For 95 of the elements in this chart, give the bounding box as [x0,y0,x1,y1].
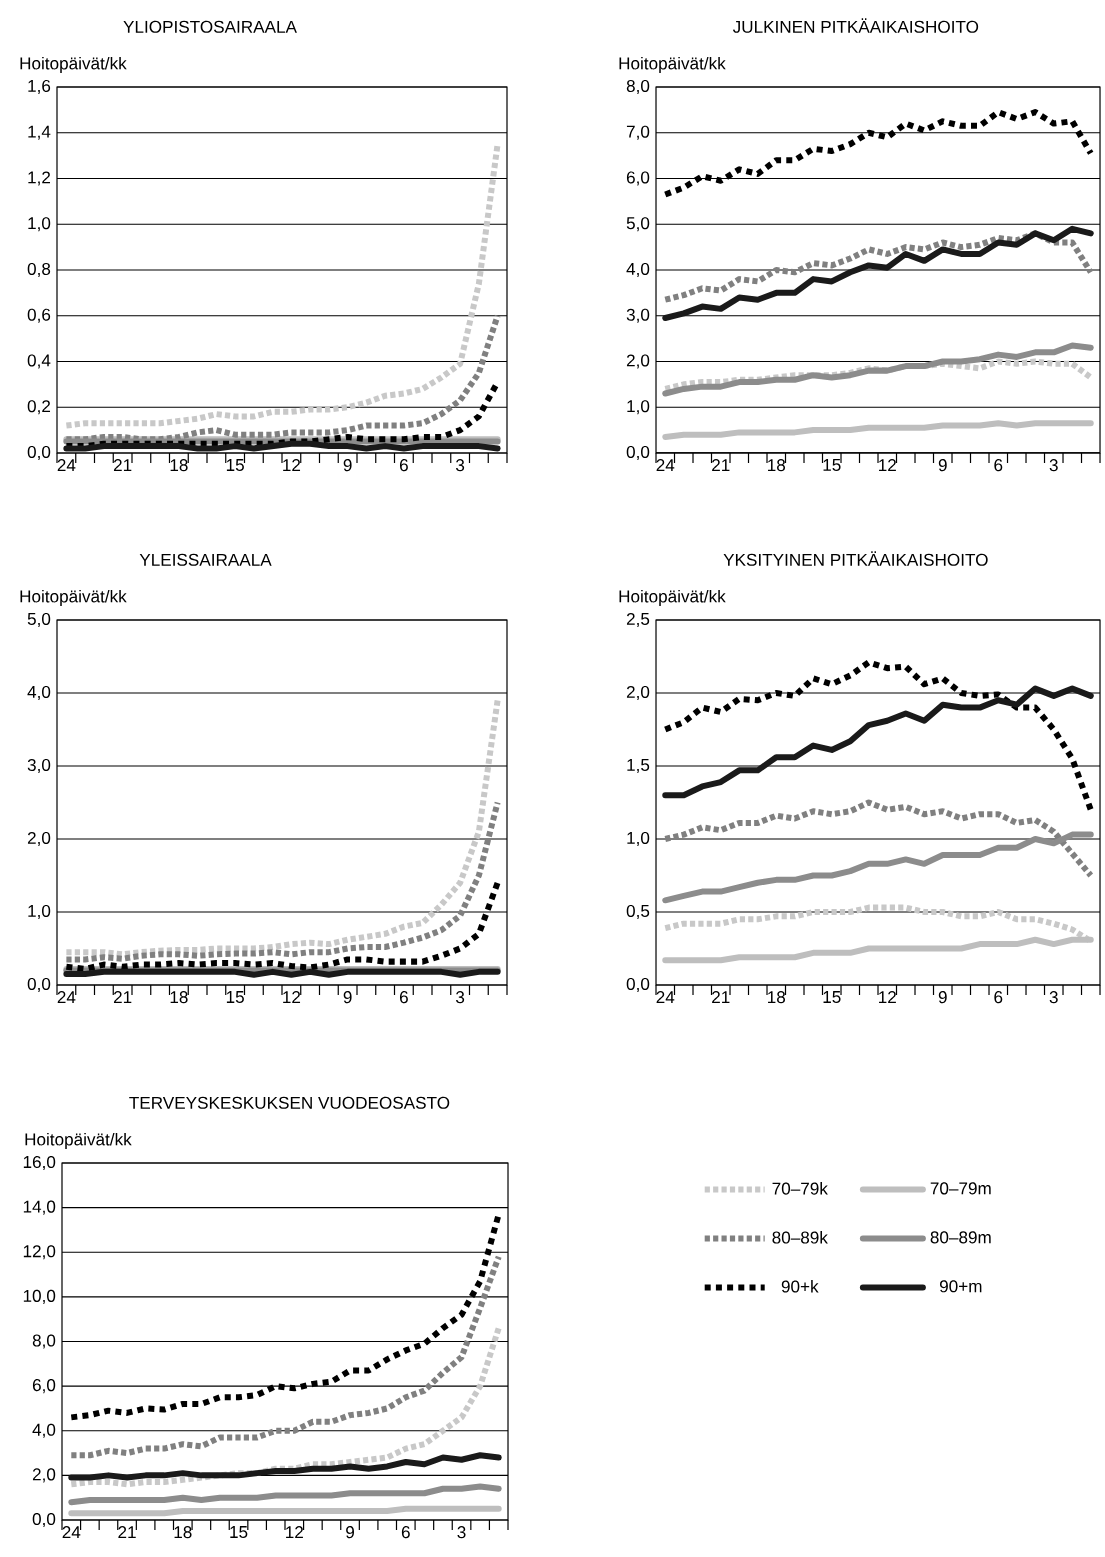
legend-label: 80–89m [930,1231,991,1244]
x-tick-label: 9 [346,1526,354,1539]
y-tick-label: 1,0 [28,904,51,920]
y-axis-title: Hoitopäivät/kk [619,56,726,73]
x-tick-label: 6 [399,459,408,472]
x-tick-label: 24 [62,1526,81,1539]
y-tick-label: 5,0 [626,217,650,232]
x-tick-label: 9 [938,459,947,472]
y-tick-label: 7,0 [626,125,650,140]
x-tick-label: 12 [879,991,896,1004]
y-axis-title: Hoitopäivät/kk [20,589,127,606]
chart-title: TERVEYSKESKUKSEN VUODEOSASTO [129,1096,450,1109]
x-tick-label: 6 [399,991,408,1004]
y-tick-label: 5,0 [27,612,51,628]
y-tick-label: 6,0 [32,1379,56,1394]
x-tick-label: 12 [879,459,896,472]
y-tick-label: 14,0 [23,1200,56,1215]
y-tick-label: 0,6 [27,308,51,323]
y-tick-label: 3,0 [27,758,51,774]
chart-title: YLEISSAIRAALA [139,553,272,566]
x-tick-label: 12 [283,991,301,1004]
x-tick-label: 18 [174,1526,192,1539]
y-tick-label: 3,0 [626,308,650,323]
x-tick-label: 6 [994,991,1003,1004]
x-tick-label: 18 [768,991,786,1004]
x-tick-label: 15 [226,459,244,472]
legend-label: 80–89k [772,1231,828,1244]
y-tick-label: 12,0 [23,1245,56,1260]
x-tick-label: 15 [230,1526,248,1539]
y-tick-label: 1,6 [28,79,51,95]
chart-title: YLIOPISTOSAIRAALA [123,20,297,33]
y-axis-title: Hoitopäivät/kk [619,589,726,606]
x-tick-label: 21 [113,459,132,472]
x-tick-label: 3 [1049,459,1058,472]
x-tick-label: 21 [712,459,730,472]
legend-label: 70–79k [772,1182,828,1195]
chart-title: YKSITYINEN PITKÄAIKAISHOITO [723,551,988,566]
legend-label: 70–79m [930,1182,991,1195]
y-tick-label: 8,0 [626,79,650,95]
y-tick-label: 6,0 [626,171,650,186]
x-tick-label: 24 [656,991,675,1004]
y-tick-label: 1,5 [627,759,650,773]
y-tick-label: 2,0 [626,354,650,369]
y-tick-label: 1,4 [28,125,51,140]
y-tick-label: 1,0 [627,400,650,415]
y-tick-label: 16,0 [23,1155,56,1171]
y-axis-title: Hoitopäivät/kk [25,1132,132,1149]
x-tick-label: 24 [57,991,76,1004]
y-tick-label: 0,4 [27,354,51,369]
x-tick-label: 15 [823,991,841,1004]
y-tick-label: 1,0 [28,217,51,232]
x-tick-label: 6 [401,1526,410,1539]
y-tick-label: 0,8 [27,262,51,278]
y-tick-label: 0,0 [27,977,51,993]
y-tick-label: 0,5 [626,904,650,920]
y-tick-label: 1,2 [28,171,51,186]
y-tick-label: 0,2 [27,400,51,415]
x-tick-label: 3 [457,1526,466,1539]
y-tick-label: 2,0 [27,831,51,847]
chart-title: JULKINEN PITKÄAIKAISHOITO [732,18,979,33]
x-tick-label: 12 [283,459,301,472]
y-tick-label: 1,0 [627,831,650,847]
x-tick-label: 18 [170,459,188,472]
y-axis-title: Hoitopäivät/kk [20,56,127,73]
y-tick-label: 2,5 [626,612,650,628]
x-tick-label: 24 [656,459,675,472]
y-tick-label: 0,0 [32,1512,56,1528]
y-tick-label: 10,0 [23,1289,56,1304]
legend-label: 90+m [939,1280,982,1293]
x-tick-label: 21 [118,1526,136,1539]
x-tick-label: 15 [823,459,841,472]
x-tick-label: 6 [994,459,1003,472]
x-tick-label: 21 [712,991,730,1004]
x-tick-label: 15 [226,991,244,1004]
x-tick-label: 21 [113,991,132,1004]
x-tick-label: 3 [456,459,465,472]
x-tick-label: 9 [938,991,947,1004]
x-tick-label: 18 [768,459,786,472]
x-tick-label: 9 [343,459,352,472]
legend-label: 90+k [781,1280,819,1293]
y-tick-label: 4,0 [626,262,650,278]
y-tick-label: 8,0 [32,1334,56,1349]
y-tick-label: 2,0 [626,685,650,701]
y-tick-label: 2,0 [32,1468,56,1483]
x-tick-label: 3 [1049,991,1058,1004]
x-tick-label: 24 [57,459,76,472]
x-tick-label: 18 [170,991,188,1004]
y-tick-label: 0,0 [27,445,51,461]
x-tick-label: 9 [343,991,352,1004]
x-tick-label: 12 [286,1526,303,1539]
y-tick-label: 4,0 [27,685,51,701]
y-tick-label: 4,0 [32,1423,56,1438]
y-tick-label: 0,0 [626,445,650,461]
y-tick-label: 0,0 [626,977,650,993]
x-tick-label: 3 [456,991,465,1004]
